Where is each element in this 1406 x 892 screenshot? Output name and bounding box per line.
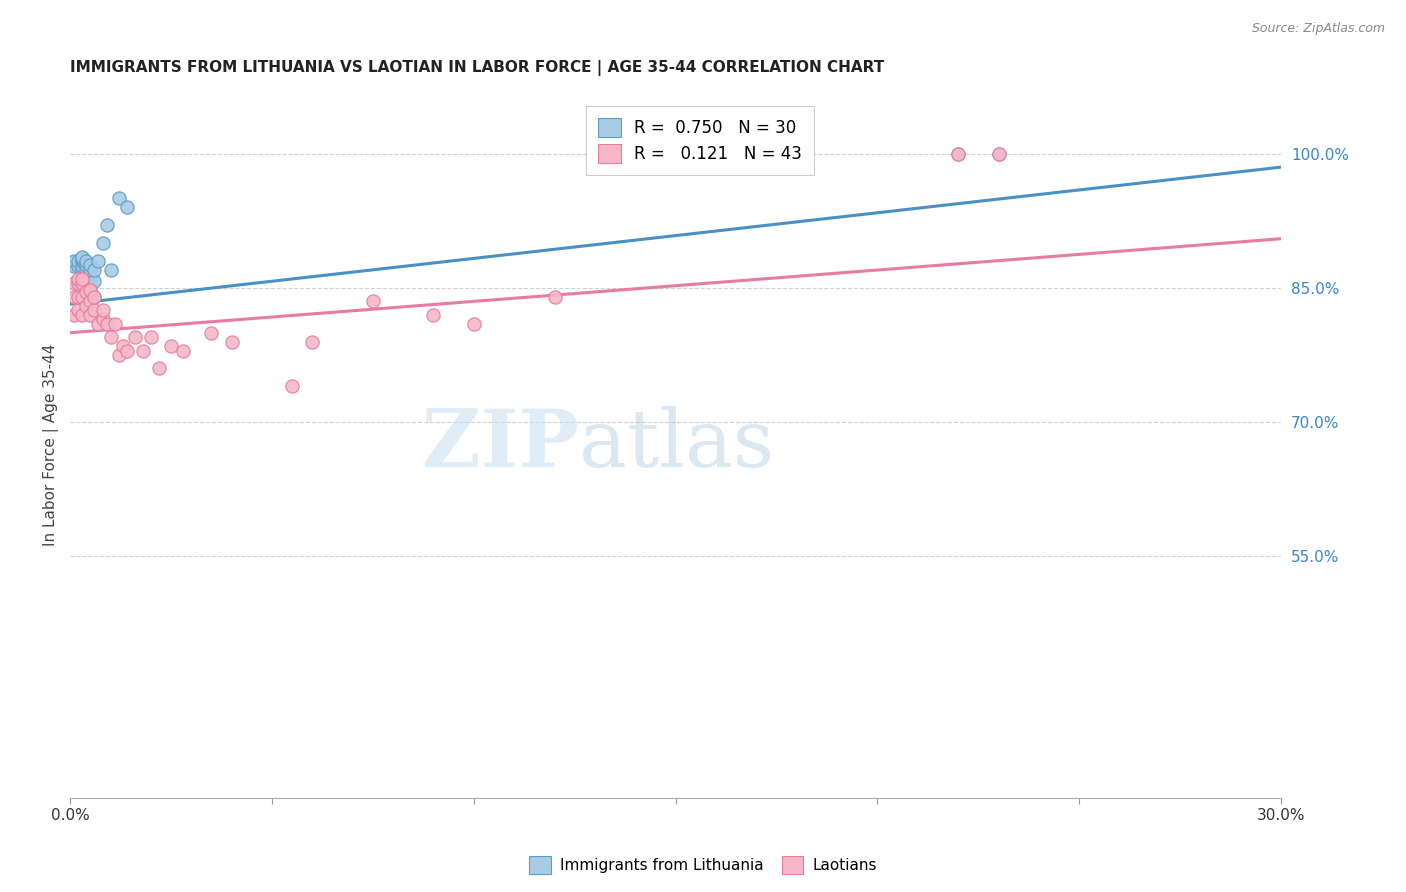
Point [63,290,86,304]
Point [87,254,110,268]
Point [172,343,194,358]
Point [115,200,138,214]
Point [463,317,485,331]
Point [72,277,94,291]
Point [104,317,127,331]
Point [67,254,90,268]
Point [100,330,122,344]
Point [75,263,97,277]
Point [107,348,129,362]
Point [75,272,97,286]
Point [91,312,114,326]
Point [200,326,222,340]
Point [87,317,110,331]
Point [100,263,122,277]
Point [281,379,304,393]
Y-axis label: In Labor Force | Age 35-44: In Labor Force | Age 35-44 [44,343,59,546]
Point [96,219,118,233]
Point [301,334,323,349]
Legend: Immigrants from Lithuania, Laotians: Immigrants from Lithuania, Laotians [523,850,883,880]
Point [72,259,94,273]
Point [91,236,114,251]
Point [160,339,183,353]
Point [63,259,86,273]
Point [63,254,86,268]
Point [948,146,970,161]
Point [148,361,170,376]
Point [111,339,134,353]
Point [83,274,105,288]
Point [543,290,565,304]
Text: atlas: atlas [579,406,773,483]
Point [79,258,101,272]
Point [786,146,808,161]
Point [139,330,162,344]
Text: Source: ZipAtlas.com: Source: ZipAtlas.com [1251,22,1385,36]
Point [72,263,94,277]
Point [79,281,101,295]
Text: ZIP: ZIP [422,406,579,483]
Point [79,272,101,286]
Point [83,290,105,304]
Point [79,308,101,322]
Point [67,259,90,273]
Point [72,272,94,286]
Point [96,317,118,331]
Point [75,258,97,272]
Point [91,303,114,318]
Legend: R =  0.750   N = 30, R =   0.121   N = 43: R = 0.750 N = 30, R = 0.121 N = 43 [586,106,814,175]
Point [107,191,129,205]
Point [75,285,97,300]
Point [75,268,97,282]
Point [67,290,90,304]
Point [67,303,90,318]
Point [75,254,97,268]
Point [132,343,155,358]
Point [72,254,94,268]
Point [221,334,243,349]
Point [79,294,101,309]
Point [79,283,101,297]
Point [83,263,105,277]
Point [948,146,970,161]
Point [63,277,86,291]
Point [72,308,94,322]
Point [72,290,94,304]
Point [63,308,86,322]
Point [124,330,146,344]
Point [67,272,90,286]
Point [72,252,94,267]
Point [72,250,94,264]
Point [115,343,138,358]
Point [987,146,1010,161]
Point [79,263,101,277]
Point [987,146,1010,161]
Point [83,290,105,304]
Point [83,303,105,318]
Point [361,294,384,309]
Point [75,299,97,313]
Text: IMMIGRANTS FROM LITHUANIA VS LAOTIAN IN LABOR FORCE | AGE 35-44 CORRELATION CHAR: IMMIGRANTS FROM LITHUANIA VS LAOTIAN IN … [70,60,884,76]
Point [67,277,90,291]
Point [422,308,444,322]
